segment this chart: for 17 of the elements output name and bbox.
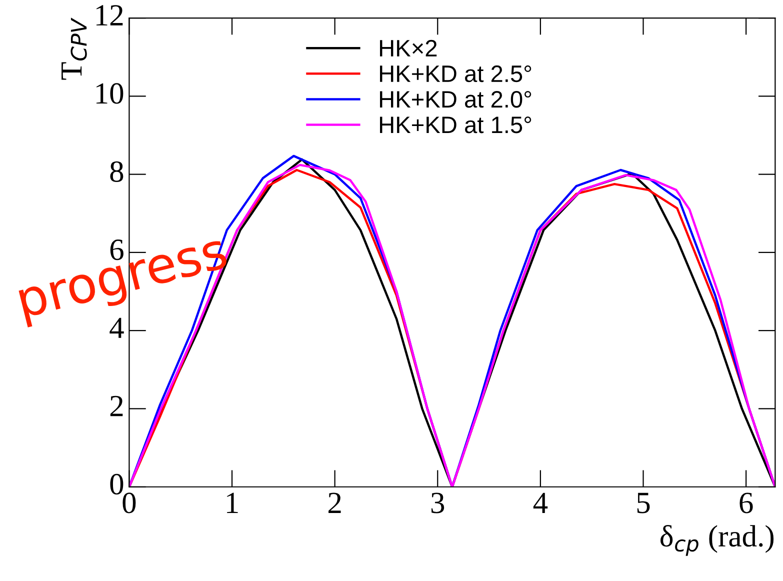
legend-label: HK+KD at 2.0° xyxy=(380,90,532,108)
x-axis-title: δ$_{cp}$ (rad.) xyxy=(660,525,774,556)
y-tick-label: 8 xyxy=(110,161,124,182)
x-tick-label: 4 xyxy=(533,492,548,513)
x-tick-label: 6 xyxy=(740,492,753,514)
x-tick-label: 1 xyxy=(227,492,238,513)
legend-label: HK+KD at 2.5° xyxy=(380,65,532,82)
x-tick-label: 3 xyxy=(431,492,444,514)
y-axis-title: T$_{CPV}$ xyxy=(62,18,87,80)
x-tick-label: 2 xyxy=(328,492,341,513)
y-tick-label: 10 xyxy=(96,83,124,104)
y-tick-label: 0 xyxy=(110,474,124,495)
y-tick-label: 2 xyxy=(110,396,123,416)
y-tick-label: 12 xyxy=(96,5,123,26)
x-tick-label: 5 xyxy=(637,492,650,514)
legend-label: HK+KD at 1.5° xyxy=(380,116,532,134)
legend-label: HK×2 xyxy=(380,40,437,56)
